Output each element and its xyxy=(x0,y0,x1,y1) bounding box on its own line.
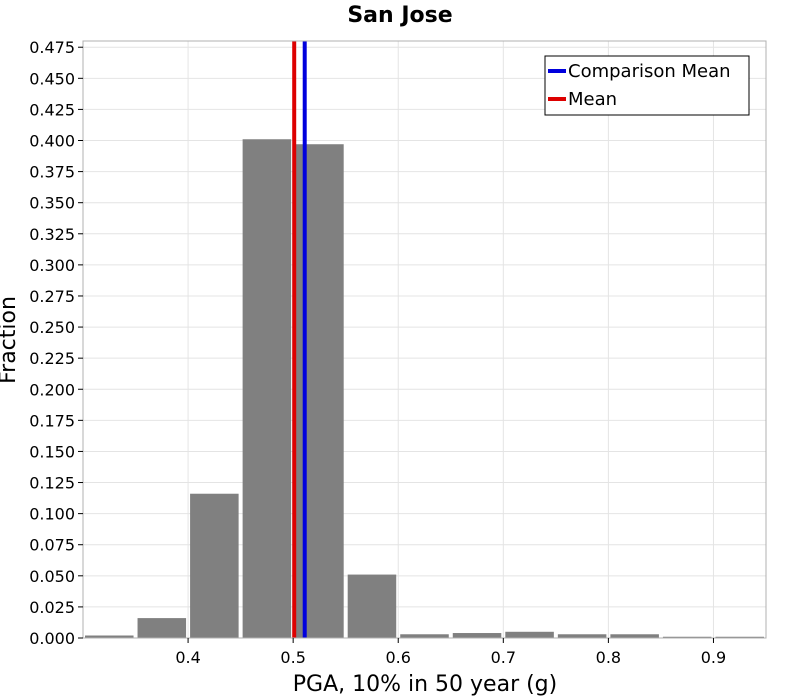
y-tick-label: 0.225 xyxy=(29,349,75,368)
y-tick-label: 0.475 xyxy=(29,38,75,57)
chart-title: San Jose xyxy=(347,3,452,28)
y-tick-label: 0.375 xyxy=(29,163,75,182)
y-tick-label: 0.050 xyxy=(29,567,75,586)
histogram-bar xyxy=(242,139,292,638)
histogram-bar xyxy=(662,636,712,638)
x-tick-label: 0.8 xyxy=(596,648,621,667)
x-tick-label: 0.6 xyxy=(386,648,411,667)
y-tick-label: 0.325 xyxy=(29,225,75,244)
y-tick-label: 0.300 xyxy=(29,256,75,275)
legend-box xyxy=(544,55,750,116)
y-tick-label: 0.200 xyxy=(29,380,75,399)
y-tick-label: 0.250 xyxy=(29,318,75,337)
y-tick-label: 0.275 xyxy=(29,287,75,306)
histogram-bar xyxy=(347,574,397,638)
y-tick-label: 0.400 xyxy=(29,132,75,151)
y-axis-ticks: 0.000 0.025 0.050 0.075 0.100 0.125 0.150 0.175… xyxy=(29,38,83,648)
plot-area-frame xyxy=(82,40,767,639)
x-tick-label: 0.5 xyxy=(280,648,305,667)
histogram-bar xyxy=(557,634,607,638)
reference-lines xyxy=(292,41,307,638)
x-axis-label: PGA, 10% in 50 year (g) xyxy=(293,672,557,697)
histogram-bar xyxy=(715,636,764,638)
y-tick-label: 0.175 xyxy=(29,411,75,430)
x-tick-label: 0.9 xyxy=(701,648,726,667)
x-tick-label: 0.4 xyxy=(175,648,200,667)
histogram-bar xyxy=(610,634,659,638)
y-tick-label: 0.125 xyxy=(29,474,75,493)
histogram-bar xyxy=(505,631,554,638)
legend: Comparison Mean Mean xyxy=(544,55,750,116)
histogram-bar xyxy=(400,634,449,638)
legend-label-mean: Mean xyxy=(568,89,617,110)
y-tick-label: 0.425 xyxy=(29,100,75,119)
y-tick-label: 0.075 xyxy=(29,536,75,555)
histogram-bar xyxy=(85,635,134,638)
legend-label-comparison-mean: Comparison Mean xyxy=(568,61,731,82)
y-tick-label: 0.450 xyxy=(29,69,75,88)
histogram-bar xyxy=(190,493,239,638)
y-tick-label: 0.000 xyxy=(29,629,75,648)
y-tick-label: 0.150 xyxy=(29,442,75,461)
y-tick-label: 0.350 xyxy=(29,194,75,213)
grid-lines xyxy=(83,41,766,639)
x-tick-label: 0.7 xyxy=(491,648,516,667)
histogram-bar xyxy=(137,618,187,638)
x-axis-ticks: 0.4 0.5 0.6 0.7 0.8 0.9 xyxy=(175,638,726,667)
y-axis-label: Fraction xyxy=(0,296,21,384)
histogram-bar xyxy=(295,144,344,638)
y-tick-label: 0.100 xyxy=(29,505,75,524)
bars xyxy=(85,139,764,638)
y-tick-label: 0.025 xyxy=(29,598,75,617)
histogram-bar xyxy=(452,633,502,638)
